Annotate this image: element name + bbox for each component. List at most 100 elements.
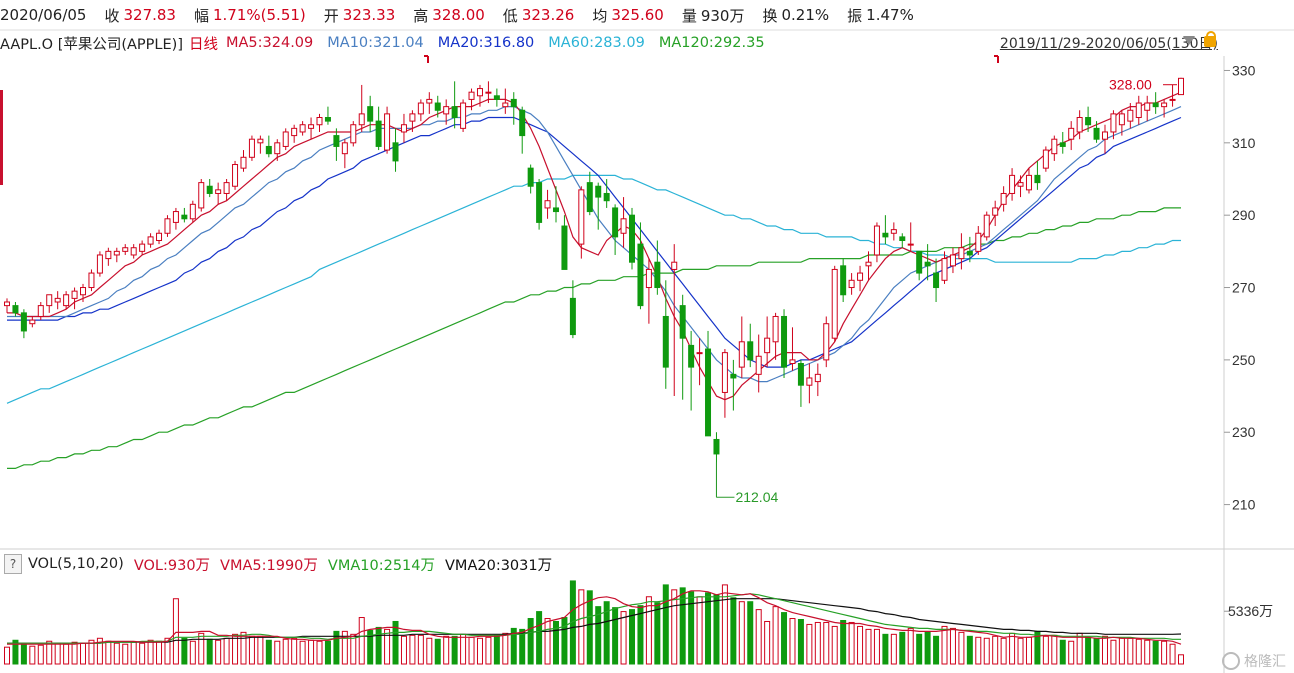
- volume-bar: [544, 618, 551, 665]
- volume-bar: [172, 598, 179, 665]
- volume-bar: [282, 638, 289, 665]
- candle-body: [350, 124, 357, 144]
- price-tick-label: 250: [1232, 352, 1256, 368]
- candle-body: [54, 297, 61, 303]
- period-label[interactable]: 日线: [188, 36, 218, 53]
- ma20-line: [7, 116, 1182, 368]
- candle-body: [164, 218, 171, 234]
- candle-body: [113, 250, 120, 256]
- candle-body: [96, 254, 103, 274]
- candle-body: [873, 225, 880, 256]
- low-value: 323.26: [521, 6, 575, 24]
- candle-body: [1025, 174, 1032, 191]
- volume-bar: [764, 620, 771, 665]
- candle-body: [189, 203, 196, 220]
- candle-body: [12, 305, 19, 314]
- price-tick-label: 310: [1232, 135, 1256, 151]
- ma120-label: MA120:292.35: [658, 35, 765, 51]
- chevron-down-icon[interactable]: [1183, 36, 1195, 45]
- volume-bar: [308, 639, 315, 665]
- candle-body: [764, 337, 771, 354]
- date-range-selector[interactable]: 2019/11/29-2020/06/05(130日): [999, 36, 1218, 52]
- candle-body: [941, 258, 948, 281]
- price-tick-label: 290: [1232, 207, 1256, 223]
- candle-body: [831, 268, 838, 339]
- volume-bar: [1135, 638, 1142, 665]
- candle-body: [1169, 98, 1176, 101]
- ma10-label: MA10:321.04: [327, 35, 424, 51]
- candle-body: [426, 98, 433, 104]
- volume-bar: [527, 618, 534, 665]
- candle-body: [510, 98, 517, 108]
- avg-value: 325.60: [611, 6, 664, 24]
- volume-bar: [358, 617, 365, 665]
- ma20-label: MA20:316.80: [437, 35, 535, 51]
- vma5-value: VMA5:1990万: [220, 557, 318, 574]
- volume-bar: [949, 627, 956, 665]
- volume-bar: [400, 635, 407, 665]
- candle-body: [1101, 131, 1108, 140]
- volume-label: 量: [681, 6, 697, 25]
- volume-bar: [198, 632, 205, 665]
- volume-bar: [958, 631, 965, 665]
- candle-body: [485, 91, 492, 94]
- candle-body: [603, 192, 610, 202]
- candle-body: [37, 305, 44, 317]
- candle-body: [248, 138, 255, 158]
- candle-body: [147, 236, 154, 245]
- turnover-label: 换: [762, 6, 778, 25]
- ma60-label: MA60:283.09: [548, 35, 645, 51]
- volume-bar: [645, 596, 652, 665]
- volume-bar: [561, 617, 568, 665]
- volume-bar: [620, 611, 627, 665]
- volume-bar: [1118, 637, 1125, 665]
- candle-body: [1017, 182, 1024, 187]
- lock-icon[interactable]: [1204, 31, 1216, 47]
- volume-bar: [4, 646, 10, 665]
- volume-bar: [232, 633, 239, 665]
- candle-body: [1034, 174, 1041, 184]
- volume-bar: [341, 630, 348, 665]
- max-price-label: 328.00: [1109, 77, 1152, 93]
- volume-bar: [755, 609, 762, 665]
- candle-body: [71, 290, 78, 299]
- volume-bar: [147, 639, 154, 665]
- volume-bar: [274, 640, 281, 665]
- candle-body: [1009, 174, 1016, 194]
- volume-bar: [375, 626, 382, 665]
- volume-bar: [933, 635, 940, 665]
- watermark-text: 格隆汇: [1244, 654, 1286, 670]
- volume-bar: [156, 640, 163, 665]
- volume-bar: [1085, 636, 1092, 665]
- candle-body: [806, 377, 813, 386]
- candle-body: [882, 232, 889, 238]
- volume-bar: [502, 632, 509, 665]
- candle-body: [341, 142, 348, 155]
- volume-bar: [721, 584, 728, 665]
- volume-bar: [206, 638, 213, 665]
- volume-bar: [493, 634, 500, 665]
- vma20-line: [7, 598, 1182, 644]
- candle-body: [569, 297, 576, 336]
- volume-bar: [215, 639, 222, 665]
- ma5-label: MA5:324.09: [225, 35, 314, 51]
- ma5-line: [7, 91, 1182, 401]
- candle-body: [679, 305, 686, 339]
- volume-bar: [485, 636, 492, 665]
- candle-body: [1000, 192, 1007, 205]
- quote-info-bar: 2020/06/05 收 327.83 幅 1.71%(5.51) 开 323.33 …: [0, 0, 1294, 30]
- volume-bar: [806, 623, 813, 665]
- volume-bar: [460, 633, 467, 665]
- candle-body: [527, 167, 534, 187]
- volume-tick-label: 5336万: [1228, 603, 1273, 619]
- volume-bar: [966, 635, 973, 665]
- candle-body: [1059, 142, 1066, 147]
- candle-body: [536, 182, 543, 223]
- candle-body: [907, 243, 914, 246]
- candle-body: [493, 95, 500, 100]
- help-icon[interactable]: ?: [4, 554, 22, 574]
- volume-bar: [299, 640, 306, 665]
- volume-bar: [223, 637, 230, 665]
- candle-body: [1085, 117, 1092, 126]
